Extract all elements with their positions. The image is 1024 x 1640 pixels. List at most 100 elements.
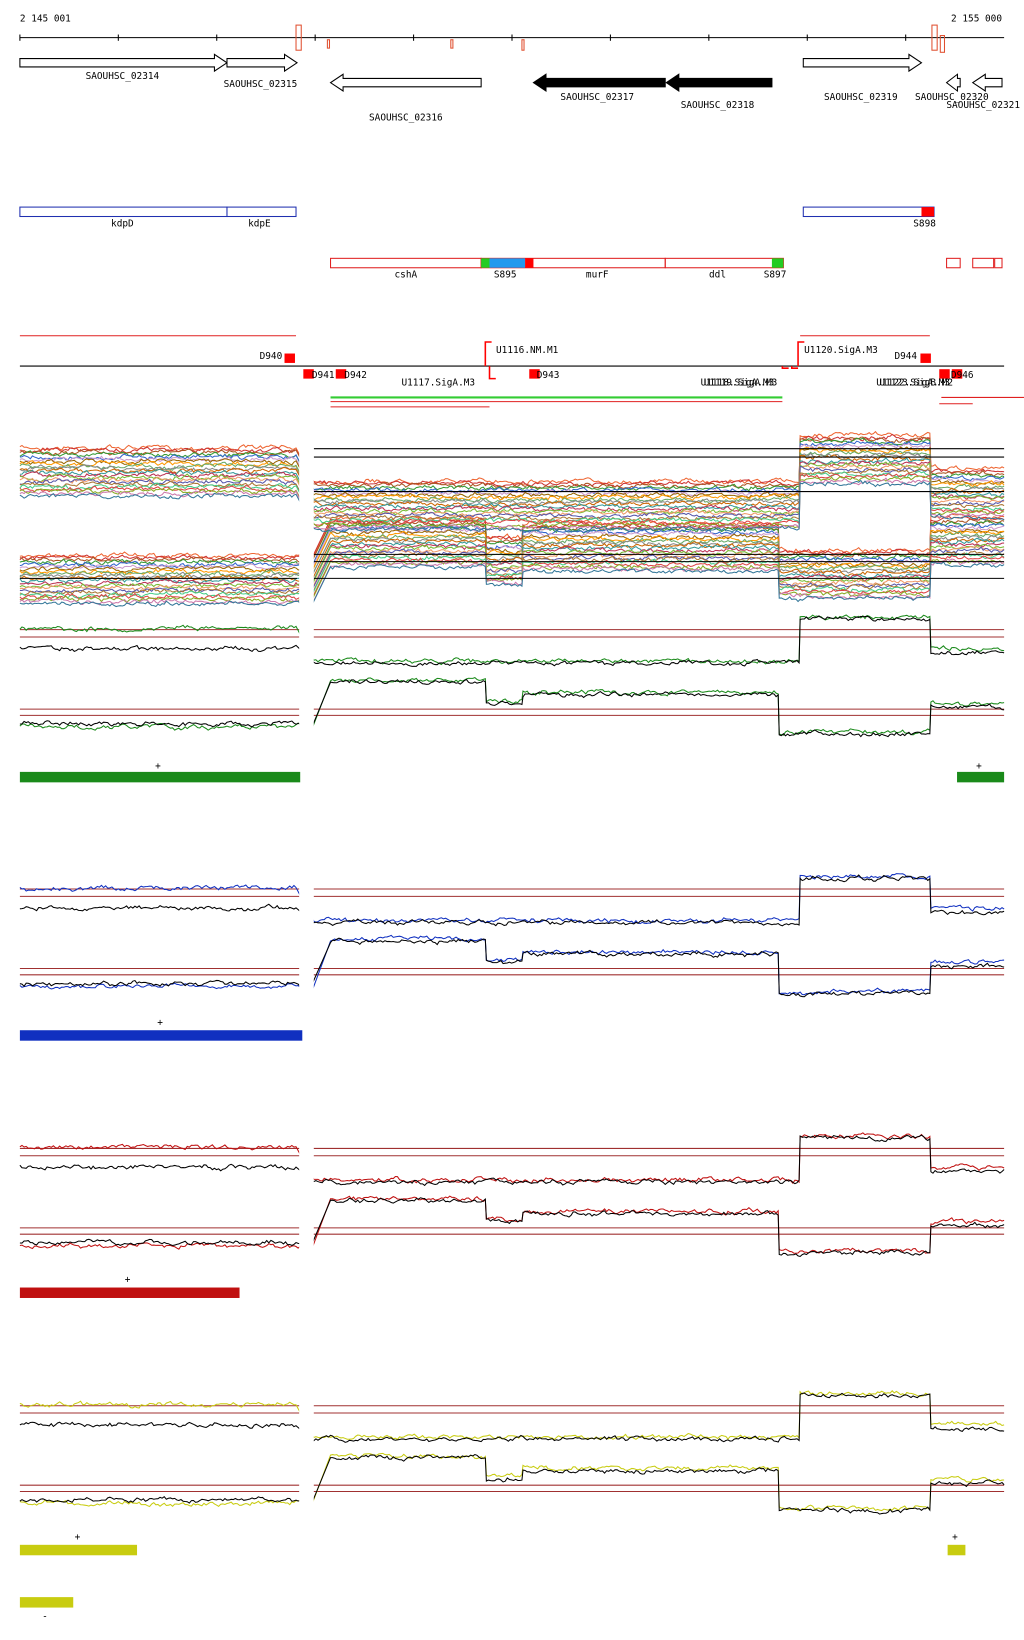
expression-trace bbox=[19, 1452, 1005, 1512]
operon-box bbox=[226, 206, 297, 218]
expression-trace bbox=[19, 535, 1005, 579]
gene-arrow bbox=[329, 73, 482, 92]
expression-trace bbox=[19, 1134, 1005, 1187]
condition-label: - bbox=[42, 1611, 48, 1622]
promoter-label: D942 bbox=[344, 370, 367, 381]
expression-trace bbox=[19, 552, 1005, 599]
condition-bar bbox=[19, 1287, 240, 1298]
gene-label: SAOUHSC_02320 bbox=[915, 92, 989, 103]
expression-trace bbox=[19, 677, 1005, 736]
operon-box bbox=[330, 257, 482, 269]
site-box bbox=[931, 24, 938, 51]
expression-trace bbox=[19, 558, 1005, 604]
expression-trace bbox=[19, 678, 1005, 738]
expression-trace bbox=[19, 523, 1005, 569]
condition-bar bbox=[19, 1544, 138, 1556]
operon-label: kdpD bbox=[111, 218, 134, 229]
promoter-mark bbox=[951, 369, 963, 379]
operon-label: S897 bbox=[764, 270, 787, 281]
gene-arrow bbox=[226, 53, 299, 73]
expression-trace bbox=[19, 561, 1005, 608]
condition-bar bbox=[19, 1597, 74, 1608]
promoter-mark bbox=[939, 369, 950, 379]
site-box bbox=[450, 39, 454, 49]
gene-label: SAOUHSC_02321 bbox=[946, 100, 1020, 111]
expression-trace bbox=[19, 539, 1005, 588]
expression-trace bbox=[19, 1132, 1005, 1184]
expression-trace bbox=[19, 550, 1005, 596]
expression-trace bbox=[19, 1453, 1005, 1515]
operon-label: murF bbox=[586, 270, 609, 281]
condition-label: + bbox=[155, 761, 161, 772]
expression-trace bbox=[19, 436, 1005, 490]
expression-trace bbox=[19, 479, 1005, 533]
promoter-mark bbox=[335, 369, 347, 379]
promoter-flag bbox=[797, 341, 805, 367]
promoter-flag bbox=[790, 366, 799, 369]
promoter-flag bbox=[781, 366, 789, 369]
promoter-label: U1120.SigA.M3 bbox=[804, 345, 878, 356]
gene-arrow bbox=[945, 73, 961, 93]
operon-label: S898 bbox=[913, 218, 936, 229]
promoter-label: D946 bbox=[951, 370, 974, 381]
site-box bbox=[521, 39, 525, 51]
operon-mark bbox=[525, 258, 534, 268]
gene-label: SAOUHSC_02314 bbox=[86, 71, 160, 82]
promoter-label: D943 bbox=[537, 370, 560, 381]
expression-trace bbox=[19, 545, 1005, 592]
gene-label: SAOUHSC_02317 bbox=[560, 92, 634, 103]
site-box bbox=[326, 39, 331, 49]
gene-arrow bbox=[665, 73, 773, 92]
expression-trace bbox=[19, 447, 1005, 502]
gene-label: SAOUHSC_02318 bbox=[681, 100, 755, 111]
operon-box bbox=[972, 257, 995, 269]
expression-trace bbox=[19, 1197, 1005, 1258]
promoter-label: D941 bbox=[312, 370, 335, 381]
expression-trace bbox=[19, 440, 1005, 495]
condition-bar bbox=[19, 1030, 303, 1041]
expression-trace bbox=[19, 513, 1005, 560]
expression-trace bbox=[19, 460, 1005, 513]
expression-trace bbox=[19, 934, 1005, 996]
promoter-label: D940 bbox=[260, 351, 283, 362]
promoter-mark bbox=[529, 369, 540, 379]
expression-trace bbox=[19, 1392, 1005, 1443]
operon-box bbox=[946, 257, 961, 269]
expression-trace bbox=[19, 615, 1005, 667]
promoter-flag bbox=[484, 341, 492, 367]
gene-label: SAOUHSC_02319 bbox=[824, 92, 898, 103]
expression-trace bbox=[19, 937, 1005, 998]
gene-label: SAOUHSC_02316 bbox=[369, 113, 443, 124]
expression-trace bbox=[19, 1195, 1005, 1254]
expression-trace bbox=[19, 520, 1005, 566]
expression-trace bbox=[19, 451, 1005, 506]
operon-mark bbox=[489, 258, 526, 268]
operon-label: S895 bbox=[494, 270, 517, 281]
expression-trace bbox=[19, 1389, 1005, 1441]
promoter-label: D944 bbox=[894, 351, 917, 362]
operon-mark bbox=[481, 258, 490, 268]
operon-box bbox=[664, 257, 784, 269]
operon-mark bbox=[771, 258, 784, 268]
expression-trace bbox=[19, 874, 1005, 927]
expression-trace bbox=[19, 873, 1005, 925]
promoter-label: U1118.SigA.M3 bbox=[701, 377, 775, 388]
gene-arrow bbox=[971, 73, 1003, 92]
gap bbox=[299, 439, 314, 1517]
expression-trace bbox=[19, 515, 1005, 561]
condition-bar bbox=[19, 771, 301, 783]
promoter-flag bbox=[488, 366, 496, 380]
operon-label: cshA bbox=[395, 270, 418, 281]
expression-trace bbox=[19, 457, 1005, 511]
operon-label: ddl bbox=[709, 270, 726, 281]
promoter-label: U1123.SigB.M2 bbox=[879, 377, 953, 388]
gene-arrow bbox=[19, 53, 228, 73]
expression-trace bbox=[19, 461, 1005, 516]
operon-label: kdpE bbox=[248, 218, 271, 229]
expression-trace bbox=[19, 524, 1005, 571]
condition-label: + bbox=[125, 1275, 131, 1286]
ruler-start: 2 145 001 bbox=[20, 13, 71, 24]
